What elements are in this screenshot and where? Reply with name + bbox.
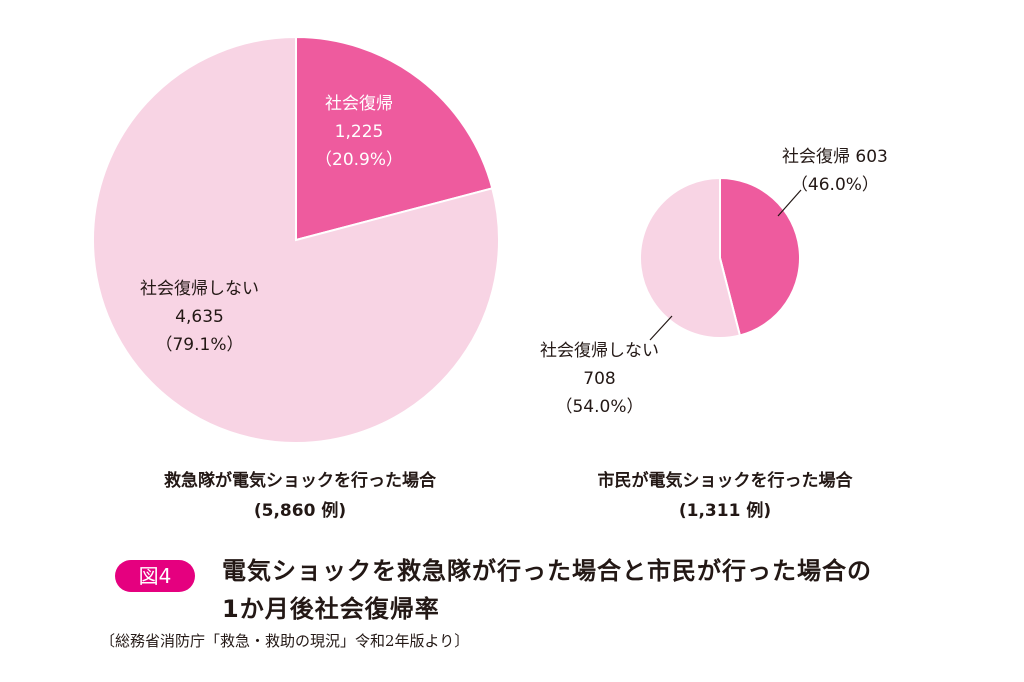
- slice-recovered: [295, 35, 494, 242]
- figure-source: 〔総務省消防庁「救急・救助の現況」令和2年版より〕: [100, 632, 470, 650]
- slice-not-recovered: [639, 176, 742, 339]
- pie2-label-not-recovered: 社会復帰しない 708 （54.0%）: [540, 341, 659, 417]
- pie2-label-recovered: 社会復帰 603 （46.0%）: [782, 147, 888, 195]
- leader-line-not-recovered: [649, 315, 673, 341]
- pie1-label-recovered: 社会復帰 1,225 （20.9%）: [315, 94, 404, 170]
- leader-line-recovered: [777, 189, 802, 217]
- pie-citizen: [639, 176, 801, 339]
- figure-badge: 図4: [115, 560, 195, 592]
- slice-not-recovered: [92, 35, 500, 444]
- pie2-caption: 市民が電気ショックを行った場合 (1,311 例): [597, 471, 853, 521]
- pie-ambulance: [92, 35, 500, 444]
- pie1-label-not-recovered: 社会復帰しない 4,635 （79.1%）: [140, 279, 259, 355]
- figure-title: 電気ショックを救急隊が行った場合と市民が行った場合の 1か月後社会復帰率: [222, 557, 872, 623]
- slice-recovered: [719, 176, 801, 337]
- pie1-caption: 救急隊が電気ショックを行った場合 (5,860 例): [164, 471, 436, 521]
